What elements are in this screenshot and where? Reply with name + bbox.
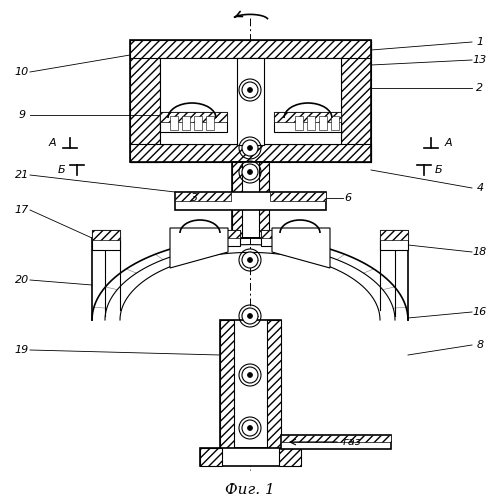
Bar — [175, 192, 326, 210]
Bar — [259, 162, 269, 238]
Text: Б: Б — [435, 165, 442, 175]
Bar — [232, 162, 242, 238]
Circle shape — [247, 258, 253, 262]
Circle shape — [242, 164, 258, 180]
Bar — [130, 40, 371, 162]
Text: 2: 2 — [476, 83, 483, 93]
Polygon shape — [272, 228, 330, 268]
Circle shape — [247, 372, 253, 378]
Bar — [170, 116, 178, 130]
Text: 4: 4 — [476, 183, 483, 193]
Text: 21: 21 — [15, 170, 29, 180]
Text: 6: 6 — [344, 193, 352, 203]
Circle shape — [242, 252, 258, 268]
Bar — [92, 230, 120, 250]
Bar — [130, 144, 371, 162]
Circle shape — [247, 314, 253, 318]
Text: 1: 1 — [476, 37, 483, 47]
Bar — [307, 116, 315, 130]
Bar — [274, 112, 341, 132]
Circle shape — [242, 367, 258, 383]
Bar — [267, 320, 281, 448]
Bar — [270, 192, 326, 201]
Circle shape — [242, 140, 258, 156]
Bar — [341, 40, 371, 162]
Text: 13: 13 — [473, 55, 487, 65]
Bar — [281, 435, 391, 442]
Text: Фиг. 1: Фиг. 1 — [225, 483, 275, 497]
Bar — [200, 448, 222, 466]
Bar — [160, 112, 227, 132]
Text: А: А — [445, 138, 452, 148]
Text: 8: 8 — [476, 340, 483, 350]
Text: 20: 20 — [15, 275, 29, 285]
Bar — [175, 192, 231, 201]
Text: 3: 3 — [191, 193, 198, 203]
Bar — [160, 112, 227, 122]
Text: газ: газ — [343, 437, 362, 447]
Bar — [220, 320, 281, 448]
Bar — [194, 116, 202, 130]
Text: А: А — [49, 138, 56, 148]
Bar — [182, 116, 190, 130]
Circle shape — [247, 88, 253, 92]
Bar — [160, 58, 341, 144]
Bar — [279, 448, 301, 466]
Circle shape — [242, 308, 258, 324]
Bar — [295, 116, 303, 130]
Bar — [261, 230, 316, 238]
Bar — [319, 116, 327, 130]
Bar — [130, 40, 371, 58]
Bar — [130, 40, 160, 162]
Bar — [281, 435, 391, 449]
Polygon shape — [170, 228, 228, 268]
Circle shape — [247, 426, 253, 430]
Bar — [274, 112, 341, 122]
Text: 17: 17 — [15, 205, 29, 215]
Circle shape — [247, 146, 253, 150]
Text: 10: 10 — [15, 67, 29, 77]
Circle shape — [242, 420, 258, 436]
Text: 9: 9 — [19, 110, 26, 120]
Circle shape — [247, 170, 253, 174]
Bar — [237, 58, 264, 145]
Circle shape — [242, 82, 258, 98]
Bar — [331, 116, 339, 130]
Bar — [200, 448, 301, 466]
Bar — [185, 230, 240, 238]
Text: 19: 19 — [15, 345, 29, 355]
Bar — [206, 116, 214, 130]
Bar — [380, 230, 408, 240]
Text: Б: Б — [58, 165, 65, 175]
Bar — [380, 230, 408, 250]
Bar — [261, 230, 316, 246]
Bar — [92, 230, 120, 240]
Bar — [220, 320, 234, 448]
Text: 18: 18 — [473, 247, 487, 257]
Text: 16: 16 — [473, 307, 487, 317]
Bar — [232, 162, 269, 238]
Bar — [185, 230, 240, 246]
